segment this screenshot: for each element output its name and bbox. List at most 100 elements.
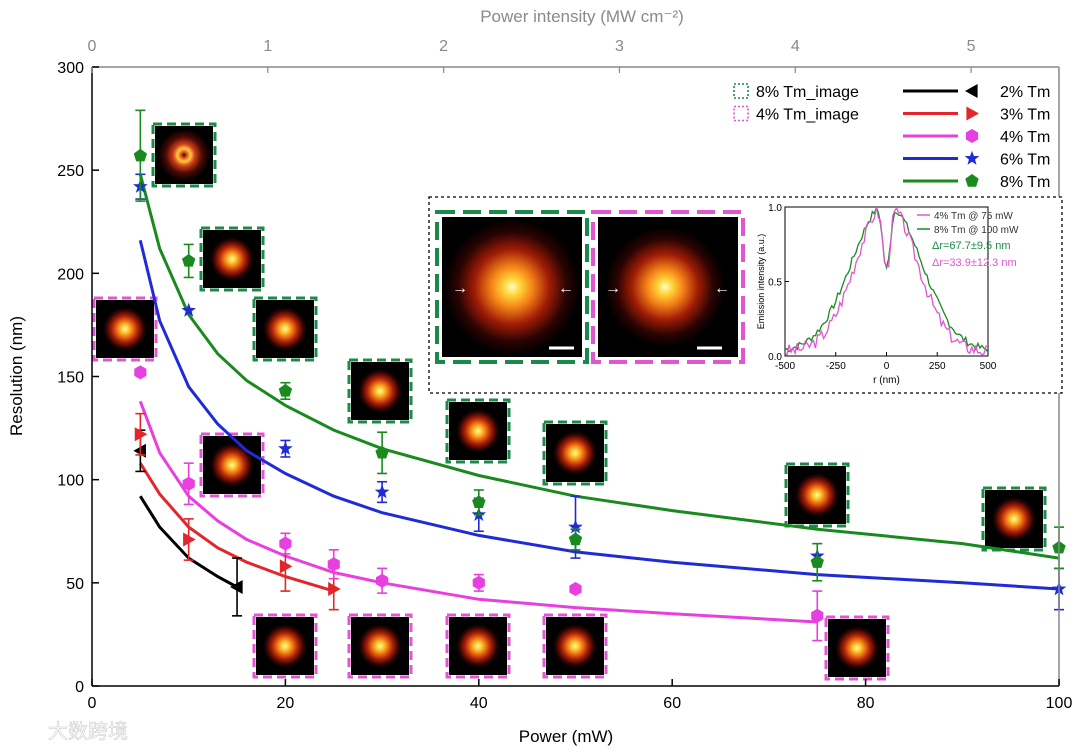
- data-point-4pct-tm: [327, 557, 340, 572]
- inset-x-tick-label: -250: [826, 361, 846, 372]
- watermark-logo-icon: [21, 719, 43, 741]
- data-point-8pct-tm: [810, 555, 824, 568]
- legend-marker-2pct-tm: [965, 84, 978, 98]
- psf-spot: [553, 624, 597, 668]
- psf-spot: [835, 626, 879, 670]
- fit-curve-8pct-tm: [138, 173, 1059, 560]
- psf-thumbnail: [824, 615, 890, 681]
- legend-marker-4pct-tm: [965, 129, 979, 143]
- data-point-8pct-tm: [182, 254, 196, 267]
- psf-thumbnail-border: [445, 398, 511, 464]
- psf-thumbnail-border: [347, 358, 413, 424]
- psf-thumbnail: [199, 432, 265, 498]
- x-axis-label: Power (mW): [519, 727, 613, 746]
- psf-spot: [210, 443, 254, 487]
- image-legend-swatch: [733, 105, 749, 122]
- psf-thumbnail: [981, 486, 1047, 552]
- data-point-4pct-tm: [279, 536, 292, 551]
- arrow-right-icon: →: [605, 280, 621, 297]
- top-tick-label: 2: [439, 38, 448, 55]
- fit-curve-4pct-tm: [138, 400, 818, 624]
- watermark-text: 大数跨境: [48, 720, 128, 743]
- psf-thumbnail: [542, 420, 608, 486]
- psf-spot: [358, 369, 402, 413]
- series-legend: 2% Tm 3% Tm 4% Tm 6% Tm 8% Tm: [903, 84, 1050, 191]
- inset-image-4pct: → ←: [591, 210, 745, 364]
- x-tick-label: 20: [277, 695, 295, 712]
- psf-thumbnail-images: [92, 122, 1047, 681]
- psf-thumbnail-border: [199, 432, 265, 498]
- inset-annotation: Δr=33.9±12.3 nm: [932, 257, 1017, 269]
- data-point-4pct-tm: [569, 582, 582, 596]
- inset-annotation: Δr=67.7±9.5 nm: [932, 240, 1011, 252]
- data-point-8pct-tm: [278, 383, 293, 397]
- psf-thumbnail-border: [542, 420, 608, 486]
- top-tick-label: 0: [88, 38, 97, 55]
- y-tick-label: 200: [57, 266, 84, 283]
- data-point-4pct-tm: [472, 575, 485, 590]
- x-tick-label: 80: [857, 695, 875, 712]
- inset-y-label: Emission intensity (a.u.): [756, 234, 766, 330]
- legend-label-4pct-tm: 4% Tm: [1000, 129, 1050, 146]
- image-legend-swatch: [733, 83, 749, 99]
- psf-thumbnail-border: [824, 615, 890, 681]
- legend-marker-3pct-tm: [966, 106, 979, 121]
- y-tick-label: 100: [57, 473, 84, 490]
- data-point-6pct-tm: [181, 302, 196, 317]
- top-tick-label: 3: [615, 38, 624, 55]
- psf-thumbnail-border: [199, 226, 265, 292]
- top-tick-label: 4: [791, 38, 800, 55]
- psf-thumbnail: [347, 358, 413, 424]
- data-point-8pct-tm: [568, 532, 583, 546]
- data-point-6pct-tm: [278, 441, 293, 455]
- x-tick-label: 0: [88, 695, 97, 712]
- psf-spot: [456, 409, 500, 453]
- top-tick-label: 1: [263, 38, 272, 55]
- psf-thumbnail-border: [151, 122, 217, 188]
- y-tick-label: 0: [75, 679, 84, 696]
- psf-thumbnail: [347, 613, 413, 679]
- image-legend: 8% Tm_image 4% Tm_image: [733, 83, 859, 124]
- inset-x-tick-label: 250: [929, 361, 946, 372]
- x-tick-label: 60: [663, 695, 681, 712]
- data-point-6pct-tm: [374, 484, 390, 499]
- psf-spot: [553, 431, 597, 475]
- psf-spot: [103, 307, 147, 351]
- data-point-3pct-tm: [134, 427, 148, 442]
- psf-spot: [158, 129, 210, 181]
- y-axis-label: Resolution (nm): [7, 316, 26, 436]
- y-tick-label: 150: [57, 370, 84, 387]
- psf-thumbnail: [151, 122, 217, 188]
- data-point-8pct-tm: [375, 445, 389, 459]
- inset-y-tick-label: 0.0: [768, 352, 782, 363]
- inset-image-8pct: → ←: [435, 210, 589, 364]
- inset-y-tick-label: 1.0: [768, 203, 782, 214]
- data-point-4pct-tm: [811, 608, 824, 623]
- arrow-left-icon: ←: [714, 280, 730, 297]
- y-tick-label: 50: [66, 576, 84, 593]
- psf-spot: [210, 237, 254, 281]
- inset-y-tick-label: 0.5: [768, 278, 782, 289]
- y-tick-label: 300: [57, 60, 84, 77]
- inset-x-tick-label: 0: [884, 361, 890, 372]
- psf-thumbnail: [542, 613, 608, 679]
- legend-marker-6pct-tm: [964, 150, 980, 165]
- legend-label-2pct-tm: 2% Tm: [1000, 84, 1050, 101]
- psf-thumbnail: [784, 462, 850, 528]
- x-tick-label: 100: [1046, 695, 1073, 712]
- data-point-3pct-tm: [328, 582, 341, 597]
- data-point-3pct-tm: [279, 559, 293, 574]
- data-point-6pct-tm: [568, 519, 583, 534]
- arrow-right-icon: →: [452, 280, 468, 297]
- legend-label-8pct-tm: 8% Tm: [1000, 174, 1050, 191]
- data-point-4pct-tm: [376, 573, 389, 588]
- psf-thumbnail: [199, 226, 265, 292]
- top-x-axis-label: Power intensity (MW cm⁻²): [480, 7, 684, 26]
- top-tick-label: 5: [967, 38, 976, 55]
- watermark: 大数跨境: [21, 719, 128, 743]
- inset-legend-label: 8% Tm @ 100 mW: [934, 225, 1019, 236]
- psf-thumbnail-border: [347, 613, 413, 679]
- inset-x-tick-label: -500: [775, 361, 795, 372]
